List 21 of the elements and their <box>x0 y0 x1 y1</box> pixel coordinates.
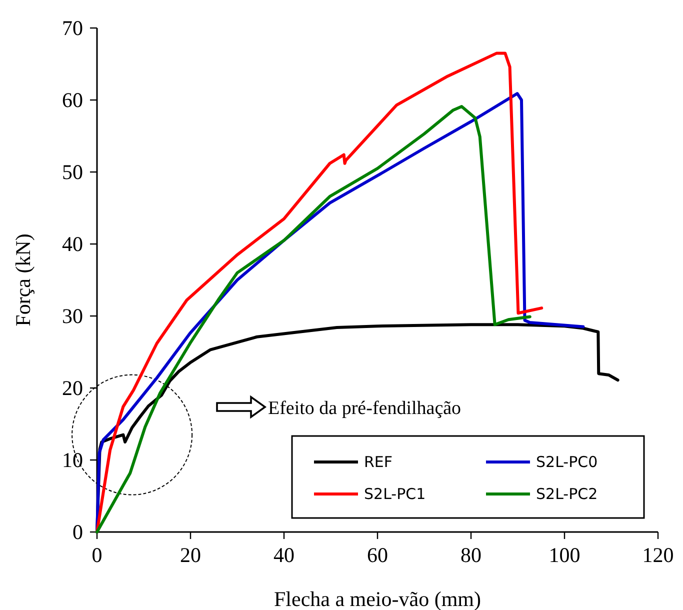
y-tick-label: 60 <box>62 88 83 112</box>
y-tick-label: 20 <box>62 376 83 400</box>
y-tick-label: 10 <box>62 448 83 472</box>
x-tick-label: 80 <box>460 543 482 567</box>
x-tick-label: 0 <box>92 543 102 567</box>
legend-label: S2L-PC1 <box>364 485 426 503</box>
y-tick-label: 30 <box>62 304 83 328</box>
legend-label: S2L-PC2 <box>536 485 598 503</box>
x-tick-label: 60 <box>367 543 388 567</box>
y-tick-label: 70 <box>62 16 83 40</box>
y-tick-label: 50 <box>62 160 83 184</box>
y-tick-label: 0 <box>72 520 83 544</box>
x-tick-label: 40 <box>274 543 294 567</box>
annotation: Efeito da pré-fendilhação <box>268 398 462 419</box>
x-tick-label: 100 <box>548 543 580 567</box>
x-tick-label: 120 <box>642 543 674 567</box>
legend-label: S2L-PC0 <box>536 453 598 471</box>
y-tick-label: 40 <box>62 232 83 256</box>
y-axis-title: Força (kN) <box>11 234 35 326</box>
x-tick-label: 20 <box>180 543 201 567</box>
legend-label: REF <box>364 453 393 471</box>
